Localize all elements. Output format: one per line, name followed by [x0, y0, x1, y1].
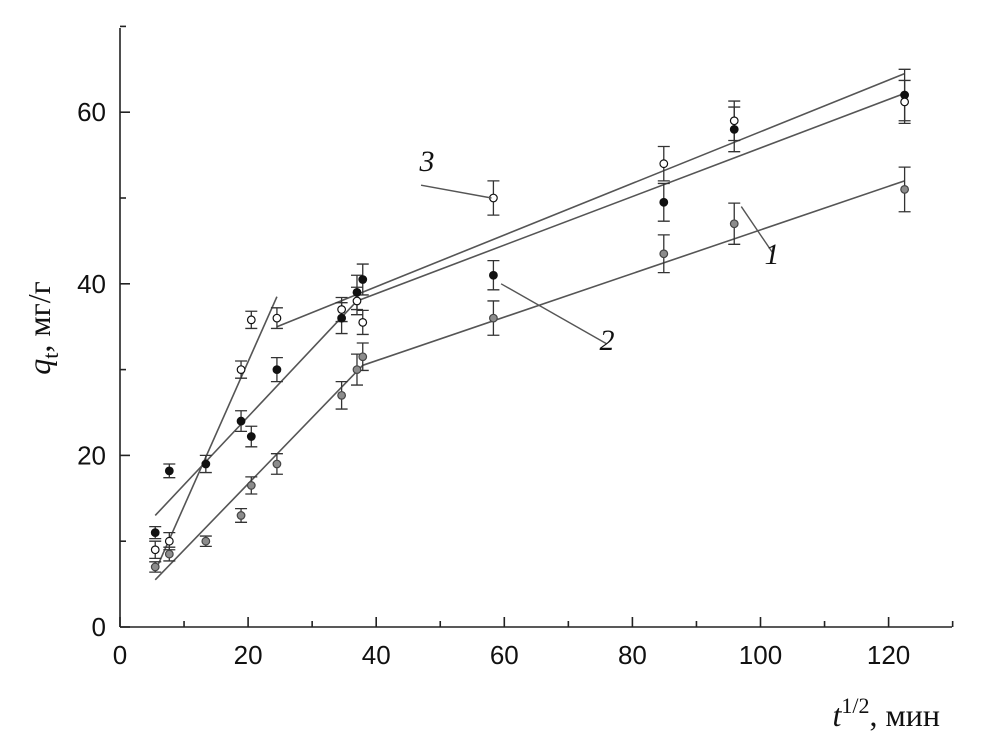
x-tick-label: 0: [113, 640, 127, 670]
data-point-series-3: [337, 305, 347, 314]
x-tick-label: 60: [490, 640, 519, 670]
data-point-series-1: [489, 313, 498, 323]
data-point-series-3: [729, 116, 739, 126]
fit-line-series-1: [154, 364, 364, 581]
y-tick-label: 20: [77, 440, 106, 470]
data-point-series-1: [246, 481, 256, 490]
x-axis-var: t: [832, 697, 842, 733]
series-label-leader-2: [500, 283, 608, 345]
data-point-series-1: [900, 185, 910, 194]
x-tick-label: 80: [618, 640, 647, 670]
data-point-series-3: [164, 536, 174, 546]
fit-line-series-1: [362, 180, 905, 367]
x-axis-sup: 1/2: [841, 693, 869, 718]
data-point-series-3: [358, 318, 368, 327]
data-point-series-3: [150, 545, 160, 555]
data-point-series-2: [337, 313, 347, 323]
data-point-series-1: [352, 365, 362, 375]
data-point-series-1: [272, 459, 282, 469]
y-axis-sub: t: [38, 353, 63, 359]
data-point-series-1: [164, 549, 174, 559]
y-tick-label: 0: [92, 612, 106, 642]
x-tick-label: 40: [362, 640, 391, 670]
data-point-series-1: [729, 219, 739, 229]
data-point-series-1: [201, 536, 211, 546]
series-label-1: 1: [765, 238, 780, 271]
data-point-series-2: [358, 275, 368, 284]
data-point-series-1: [150, 562, 160, 572]
series-label-leaders: 1 2 3: [419, 145, 780, 357]
data-point-series-2: [659, 197, 669, 207]
y-axis-label: qt, мг/г: [21, 281, 63, 375]
fit-line-series-2: [154, 300, 358, 517]
data-point-series-2: [150, 528, 160, 538]
data-point-series-3: [659, 159, 669, 169]
y-tick-label: 40: [77, 269, 106, 299]
data-point-series-1: [358, 352, 368, 362]
data-point-series-2: [352, 287, 362, 297]
data-points: [150, 90, 910, 572]
x-axis-unit: , мин: [870, 697, 941, 733]
x-axis-label: t1/2, мин: [832, 693, 940, 733]
data-point-series-3: [246, 315, 256, 325]
data-point-series-2: [164, 466, 174, 476]
fit-line-series-3: [154, 296, 278, 572]
data-point-series-3: [272, 313, 282, 323]
data-point-series-1: [236, 511, 246, 520]
y-tick-label: 60: [77, 97, 106, 127]
y-axis-unit: , мг/г: [21, 281, 57, 352]
x-tick-label: 100: [739, 640, 782, 670]
data-point-series-2: [729, 124, 739, 134]
data-point-series-1: [659, 249, 669, 259]
x-tick-label: 20: [234, 640, 263, 670]
x-tick-label: 120: [867, 640, 910, 670]
y-axis-var: q: [21, 359, 57, 375]
series-label-3: 3: [419, 145, 435, 178]
data-point-series-1: [337, 390, 347, 400]
data-point-series-3: [900, 97, 910, 107]
fit-line-series-3: [276, 72, 905, 328]
data-point-series-3: [352, 296, 362, 306]
data-point-series-2: [246, 432, 256, 441]
axis-ticks: 0 20 40 60 80 100 120 0 20 40 60: [77, 25, 954, 670]
series-label-2: 2: [600, 324, 615, 357]
data-point-series-2: [272, 365, 282, 375]
data-point-series-2: [236, 416, 246, 426]
fit-lines: [154, 72, 905, 581]
axes: [119, 28, 952, 628]
fit-line-series-2: [356, 92, 905, 302]
data-point-series-2: [489, 270, 498, 280]
error-bars: [149, 68, 911, 573]
series-label-leader-3: [420, 184, 492, 199]
data-point-series-3: [236, 365, 246, 375]
series-label-leader-1: [740, 206, 774, 255]
data-point-series-2: [201, 459, 211, 469]
